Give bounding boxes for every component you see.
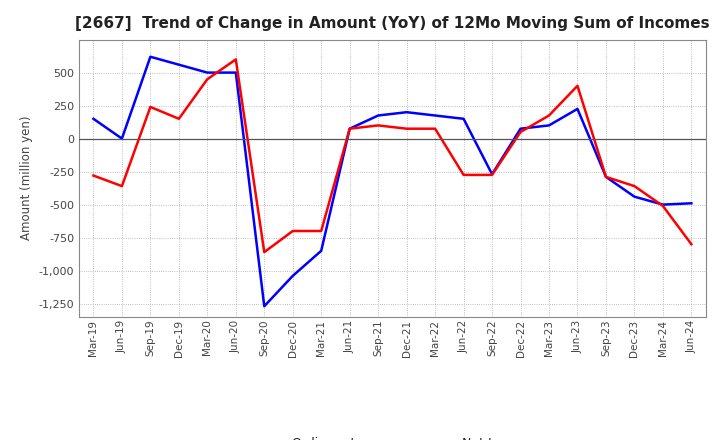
- Ordinary Income: [374, 113, 382, 118]
- Ordinary Income: [516, 126, 525, 131]
- Ordinary Income: [602, 174, 611, 180]
- Ordinary Income: [289, 273, 297, 279]
- Ordinary Income: [260, 304, 269, 309]
- Net Income: [289, 228, 297, 234]
- Ordinary Income: [117, 136, 126, 141]
- Ordinary Income: [146, 54, 155, 59]
- Ordinary Income: [346, 126, 354, 131]
- Ordinary Income: [89, 116, 98, 121]
- Net Income: [659, 203, 667, 209]
- Ordinary Income: [232, 70, 240, 75]
- Net Income: [545, 113, 554, 118]
- Title: [2667]  Trend of Change in Amount (YoY) of 12Mo Moving Sum of Incomes: [2667] Trend of Change in Amount (YoY) o…: [75, 16, 710, 32]
- Net Income: [146, 104, 155, 110]
- Net Income: [459, 172, 468, 177]
- Net Income: [317, 228, 325, 234]
- Ordinary Income: [630, 194, 639, 199]
- Ordinary Income: [431, 113, 439, 118]
- Net Income: [374, 123, 382, 128]
- Ordinary Income: [402, 110, 411, 115]
- Ordinary Income: [545, 123, 554, 128]
- Ordinary Income: [174, 62, 183, 67]
- Net Income: [260, 249, 269, 255]
- Net Income: [232, 57, 240, 62]
- Ordinary Income: [687, 201, 696, 206]
- Ordinary Income: [487, 172, 496, 177]
- Legend: Ordinary Income, Net Income: Ordinary Income, Net Income: [246, 432, 539, 440]
- Net Income: [89, 173, 98, 178]
- Net Income: [117, 183, 126, 189]
- Net Income: [487, 172, 496, 177]
- Line: Net Income: Net Income: [94, 59, 691, 252]
- Net Income: [573, 83, 582, 88]
- Net Income: [630, 183, 639, 189]
- Ordinary Income: [203, 70, 212, 75]
- Net Income: [602, 174, 611, 180]
- Ordinary Income: [573, 106, 582, 111]
- Net Income: [346, 126, 354, 131]
- Net Income: [402, 126, 411, 131]
- Ordinary Income: [459, 116, 468, 121]
- Line: Ordinary Income: Ordinary Income: [94, 57, 691, 306]
- Ordinary Income: [317, 248, 325, 253]
- Ordinary Income: [659, 202, 667, 207]
- Y-axis label: Amount (million yen): Amount (million yen): [20, 116, 33, 240]
- Net Income: [516, 129, 525, 135]
- Net Income: [687, 242, 696, 247]
- Net Income: [431, 126, 439, 131]
- Net Income: [174, 116, 183, 121]
- Net Income: [203, 77, 212, 82]
